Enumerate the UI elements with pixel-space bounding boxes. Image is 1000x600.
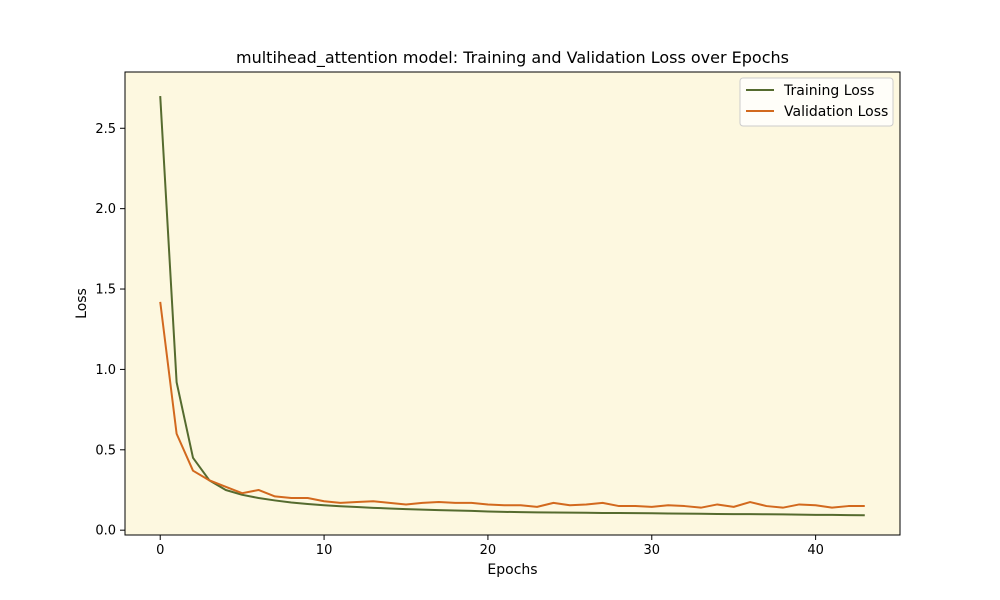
legend-box [739,77,894,127]
y-tick-label: 1.0 [95,363,116,378]
y-axis-ticks: 0.0 0.5 1.0 1.5 2.0 2.5 [95,122,125,539]
series-layer [159,96,865,517]
x-tick-label: 40 [807,543,824,558]
series-line-training-loss [159,96,865,517]
series-line-validation-loss [159,301,865,509]
legend-label: Validation Loss [784,104,888,120]
plot-frame [124,71,901,536]
chart-title: multihead_attention model: Training and … [236,48,789,68]
y-tick-label: 1.5 [95,283,116,298]
x-axis-label: Epochs [487,562,537,578]
y-axis-label: Loss [74,288,90,319]
plot-area [125,72,900,535]
legend-label: Training Loss [783,83,874,99]
y-tick-label: 0.0 [95,524,116,539]
x-tick-label: 20 [480,543,497,558]
x-tick-label: 0 [156,543,164,558]
y-tick-label: 2.5 [95,122,116,137]
y-tick-label: 0.5 [95,443,116,458]
y-tick-label: 2.0 [95,202,116,217]
x-axis-ticks: 0 10 20 30 40 [156,535,824,558]
legend: Training Loss Validation Loss [739,77,894,127]
x-tick-label: 10 [316,543,333,558]
x-tick-label: 30 [643,543,660,558]
